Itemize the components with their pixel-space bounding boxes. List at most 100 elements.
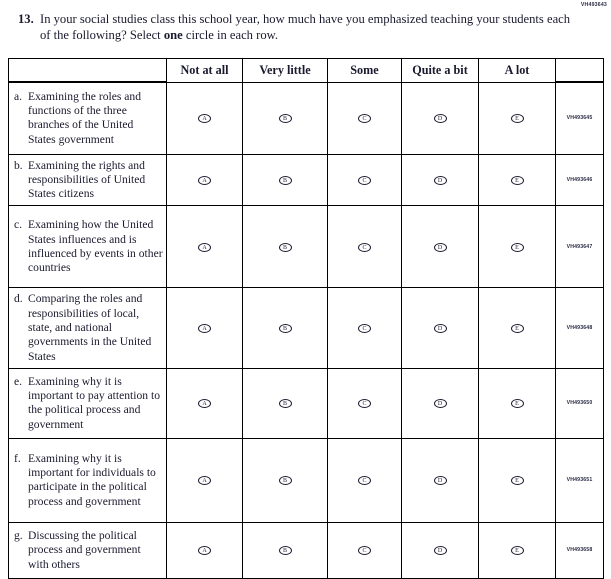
row-item-cell: c. Examining how the United States influe… <box>8 205 167 289</box>
response-cell-c[interactable]: C <box>327 287 402 369</box>
response-cell-e[interactable]: E <box>478 81 556 155</box>
response-cell-d[interactable]: D <box>401 367 479 439</box>
response-cell-a[interactable]: A <box>166 81 243 155</box>
radio-circle-icon[interactable]: E <box>510 546 524 556</box>
row-label: Examining the roles and functions of the… <box>28 89 142 146</box>
response-cell-d[interactable]: D <box>401 81 479 155</box>
row-label: Examining how the United States influenc… <box>28 218 163 275</box>
radio-circle-icon[interactable]: A <box>198 323 211 333</box>
header-id-column <box>555 58 604 83</box>
radio-circle-icon[interactable]: C <box>358 113 371 123</box>
table-row: d. Comparing the roles and responsibiliti… <box>8 287 604 369</box>
radio-circle-icon[interactable]: B <box>278 113 292 123</box>
question-emphasis: one <box>163 28 183 42</box>
row-item-cell: g. Discussing the political process and g… <box>8 521 167 579</box>
radio-circle-icon[interactable]: E <box>510 175 524 185</box>
response-cell-e[interactable]: E <box>478 521 556 579</box>
response-cell-b[interactable]: B <box>242 287 328 369</box>
table-header: Not at all Very little Some Quite a bit … <box>8 58 604 83</box>
row-item-cell: d. Comparing the roles and responsibiliti… <box>8 287 167 369</box>
response-cell-a[interactable]: A <box>166 205 243 289</box>
radio-circle-icon[interactable]: A <box>198 113 211 123</box>
radio-circle-icon[interactable]: C <box>358 476 371 486</box>
header-quite-a-bit: Quite a bit <box>401 58 479 83</box>
radio-circle-icon[interactable]: E <box>510 323 524 333</box>
radio-circle-icon[interactable]: A <box>198 476 211 486</box>
row-letter: a. <box>14 89 23 103</box>
row-label: Discussing the political process and gov… <box>28 528 141 571</box>
response-cell-d[interactable]: D <box>401 153 479 207</box>
response-cell-b[interactable]: B <box>242 205 328 289</box>
response-cell-c[interactable]: C <box>327 153 402 207</box>
response-cell-c[interactable]: C <box>327 81 402 155</box>
row-identifier: VH493646 <box>555 153 604 207</box>
radio-circle-icon[interactable]: D <box>433 399 447 409</box>
radio-circle-icon[interactable]: D <box>433 476 447 486</box>
response-cell-a[interactable]: A <box>166 437 243 523</box>
row-identifier: VH493650 <box>555 367 604 439</box>
radio-circle-icon[interactable]: B <box>278 242 292 252</box>
response-cell-b[interactable]: B <box>242 521 328 579</box>
radio-circle-icon[interactable]: C <box>358 323 371 333</box>
response-cell-c[interactable]: C <box>327 521 402 579</box>
response-cell-e[interactable]: E <box>478 287 556 369</box>
response-cell-c[interactable]: C <box>327 367 402 439</box>
table-body: a. Examining the roles and functions of t… <box>8 81 604 579</box>
row-label: Comparing the roles and responsibilities… <box>28 292 152 363</box>
response-cell-e[interactable]: E <box>478 437 556 523</box>
radio-circle-icon[interactable]: D <box>433 113 447 123</box>
question-text: In your social studies class this school… <box>40 11 571 43</box>
response-cell-d[interactable]: D <box>401 287 479 369</box>
radio-circle-icon[interactable]: A <box>198 242 211 252</box>
response-cell-a[interactable]: A <box>166 521 243 579</box>
radio-circle-icon[interactable]: D <box>433 546 447 556</box>
radio-circle-icon[interactable]: D <box>433 175 447 185</box>
response-cell-a[interactable]: A <box>166 287 243 369</box>
table-row: f. Examining why it is important for indi… <box>8 437 604 523</box>
row-label: Examining why it is important for indivi… <box>28 451 156 508</box>
response-cell-b[interactable]: B <box>242 153 328 207</box>
radio-circle-icon[interactable]: B <box>278 476 292 486</box>
radio-circle-icon[interactable]: E <box>510 113 524 123</box>
radio-circle-icon[interactable]: D <box>433 323 447 333</box>
radio-circle-icon[interactable]: B <box>278 546 292 556</box>
radio-circle-icon[interactable]: E <box>510 476 524 486</box>
row-item-cell: b. Examining the rights and responsibilit… <box>8 153 167 207</box>
radio-circle-icon[interactable]: B <box>278 175 292 185</box>
radio-circle-icon[interactable]: D <box>433 242 447 252</box>
response-cell-a[interactable]: A <box>166 367 243 439</box>
row-label: Examining the rights and responsibilitie… <box>28 158 146 201</box>
row-letter: c. <box>14 218 23 232</box>
response-cell-a[interactable]: A <box>166 153 243 207</box>
row-letter: e. <box>14 374 23 388</box>
question-block: 13. In your social studies class this sc… <box>18 0 571 43</box>
question-number: 13. <box>18 12 34 26</box>
radio-circle-icon[interactable]: E <box>510 242 524 252</box>
radio-circle-icon[interactable]: C <box>358 546 371 556</box>
response-cell-b[interactable]: B <box>242 367 328 439</box>
response-cell-d[interactable]: D <box>401 521 479 579</box>
radio-circle-icon[interactable]: A <box>198 175 211 185</box>
radio-circle-icon[interactable]: A <box>198 546 211 556</box>
response-cell-c[interactable]: C <box>327 205 402 289</box>
radio-circle-icon[interactable]: B <box>278 399 292 409</box>
radio-circle-icon[interactable]: C <box>358 242 371 252</box>
response-cell-c[interactable]: C <box>327 437 402 523</box>
response-cell-e[interactable]: E <box>478 367 556 439</box>
response-cell-e[interactable]: E <box>478 205 556 289</box>
response-cell-b[interactable]: B <box>242 437 328 523</box>
radio-circle-icon[interactable]: C <box>358 175 371 185</box>
row-item-cell: f. Examining why it is important for indi… <box>8 437 167 523</box>
radio-circle-icon[interactable]: E <box>510 399 524 409</box>
response-cell-d[interactable]: D <box>401 205 479 289</box>
response-cell-e[interactable]: E <box>478 153 556 207</box>
header-item-column <box>8 58 167 83</box>
table-row: g. Discussing the political process and g… <box>8 521 604 579</box>
row-label: Examining why it is important to pay att… <box>28 374 161 431</box>
radio-circle-icon[interactable]: B <box>278 323 292 333</box>
radio-circle-icon[interactable]: C <box>358 399 371 409</box>
radio-circle-icon[interactable]: A <box>198 399 211 409</box>
header-row: Not at all Very little Some Quite a bit … <box>8 58 604 83</box>
response-cell-b[interactable]: B <box>242 81 328 155</box>
response-cell-d[interactable]: D <box>401 437 479 523</box>
